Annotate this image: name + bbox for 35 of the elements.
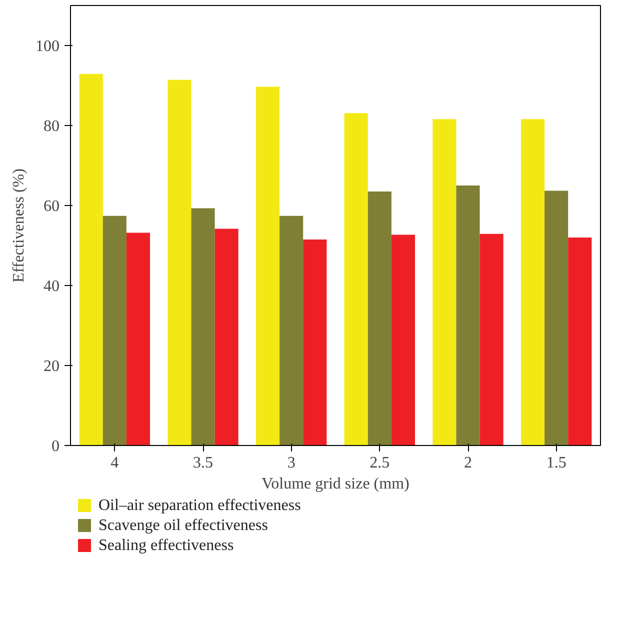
y-tick-label: 20 [44,358,60,375]
bar [568,238,592,446]
y-tick-label: 60 [44,198,60,215]
bar [521,119,545,446]
bar [280,216,304,446]
bar [432,119,456,446]
y-axis-title: Effectiveness (%) [10,168,28,282]
x-tick-label: 3.5 [193,454,213,472]
bar [79,74,103,446]
legend-label: Oil–air separation effectiveness [98,497,301,514]
x-tick-label: 3 [287,454,296,472]
bar [344,113,368,446]
y-tick-label: 100 [36,38,60,55]
bar [168,80,192,446]
bar [544,190,568,446]
bar [480,234,504,446]
bar [303,240,327,446]
x-tick-label: 1.5 [546,454,566,472]
x-axis-title: Volume grid size (mm) [262,476,410,492]
bar [456,186,480,446]
bar [368,192,392,446]
y-tick-label: 80 [44,118,60,135]
x-tick-label: 4 [110,454,119,472]
y-tick-label: 0 [52,438,60,455]
bar [214,228,238,446]
bar [191,208,215,446]
bar [126,232,150,446]
bar [102,216,126,446]
bar [256,86,280,446]
legend-label: Scavenge oil effectiveness [98,517,268,534]
bar [391,234,415,446]
legend-label: Sealing effectiveness [98,537,234,554]
x-tick-label: 2 [464,454,472,472]
y-tick-label: 40 [44,278,60,295]
x-tick-label: 2.5 [370,454,390,472]
